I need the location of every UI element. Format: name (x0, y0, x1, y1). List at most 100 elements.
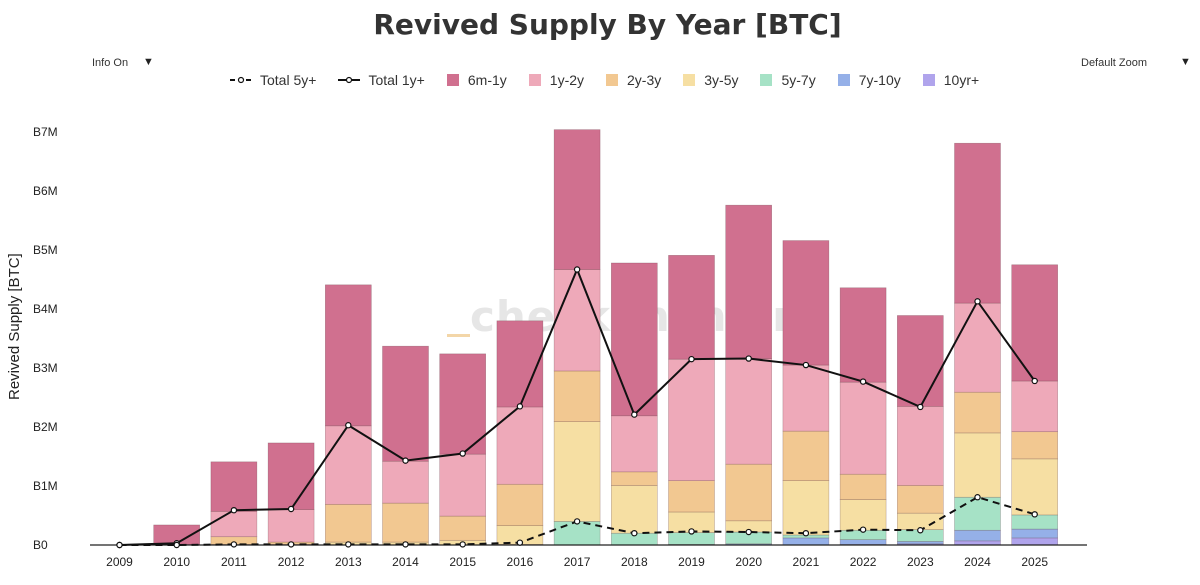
point-total-1y-2016[interactable] (516, 403, 524, 410)
point-total-1y-2024[interactable] (974, 298, 981, 305)
point-total-5y-2024[interactable] (974, 494, 981, 501)
bar-2y-3y-2016[interactable] (496, 483, 544, 526)
bar-6m-1y-2017[interactable] (553, 129, 601, 270)
bar-2y-3y-2014[interactable] (382, 502, 429, 543)
bar-3y-5y-2018[interactable] (610, 485, 658, 534)
bar-1y-2y-2024[interactable] (954, 302, 1001, 393)
bar-1y-2y-2022[interactable] (839, 381, 887, 475)
bar-2y-3y-2025[interactable] (1011, 431, 1059, 460)
point-total-1y-2023[interactable] (917, 403, 924, 411)
bar-2y-3y-2021[interactable] (782, 430, 830, 481)
point-total-1y-2014[interactable] (402, 457, 409, 464)
legend-item-total-5y[interactable]: Total 5y+ (230, 72, 316, 88)
bar-1y-2y-2019[interactable] (668, 358, 715, 481)
point-total-1y-2021[interactable] (802, 361, 810, 369)
bar-1y-2y-2011[interactable] (210, 511, 258, 538)
point-total-5y-2016[interactable] (516, 539, 524, 546)
point-total-5y-2020[interactable] (745, 528, 752, 536)
bar-2y-3y-2020[interactable] (725, 463, 773, 522)
point-total-5y-2025[interactable] (1031, 511, 1038, 518)
bar-1y-2y-2015[interactable] (439, 453, 487, 517)
bar-7y-10y-2024[interactable] (954, 529, 1001, 542)
legend-item-10yr[interactable]: 10yr+ (922, 72, 979, 88)
bar-3y-5y-2025[interactable] (1011, 458, 1059, 516)
point-total-5y-2017[interactable] (573, 518, 581, 525)
point-total-5y-2012[interactable] (287, 541, 295, 548)
bar-1y-2y-2021[interactable] (782, 364, 830, 432)
bar-2y-3y-2019[interactable] (668, 480, 715, 513)
legend-item-6m-1y[interactable]: 6m-1y (446, 72, 507, 88)
point-total-5y-2019[interactable] (688, 528, 695, 535)
bar-2y-3y-2024[interactable] (954, 391, 1001, 434)
bar-7y-10y-2023[interactable] (896, 541, 944, 545)
bar-6m-1y-2020[interactable] (725, 204, 773, 359)
bar-1y-2y-2025[interactable] (1011, 380, 1059, 433)
point-total-5y-2023[interactable] (917, 527, 924, 534)
bar-5y-7y-2017[interactable] (553, 521, 601, 546)
bar-1y-2y-2016[interactable] (496, 406, 544, 485)
bar-2y-3y-2022[interactable] (839, 473, 887, 500)
bar-1y-2y-2012[interactable] (267, 509, 315, 543)
bar-2y-3y-2015[interactable] (439, 515, 487, 541)
point-total-5y-2011[interactable] (230, 541, 238, 548)
point-total-1y-2015[interactable] (459, 450, 466, 457)
point-total-5y-2021[interactable] (802, 530, 810, 537)
point-total-5y-2009[interactable] (116, 541, 123, 549)
bar-10yr-2025[interactable] (1011, 537, 1059, 546)
bar-3y-5y-2017[interactable] (553, 421, 601, 522)
point-total-1y-2013[interactable] (345, 422, 352, 429)
bar-3y-5y-2021[interactable] (782, 480, 830, 536)
point-total-5y-2010[interactable] (173, 541, 180, 549)
bar-1y-2y-2020[interactable] (725, 358, 773, 465)
bar-10yr-2024[interactable] (954, 540, 1001, 546)
bar-6m-1y-2024[interactable] (954, 142, 1001, 304)
bar-3y-5y-2022[interactable] (839, 499, 887, 531)
point-total-5y-2015[interactable] (459, 541, 466, 548)
legend-item-7y-10y[interactable]: 7y-10y (837, 72, 901, 88)
point-total-5y-2013[interactable] (345, 541, 352, 548)
point-total-1y-2022[interactable] (859, 378, 867, 385)
bar-2y-3y-2017[interactable] (553, 370, 601, 422)
bar-7y-10y-2021[interactable] (782, 537, 830, 546)
bar-6m-1y-2014[interactable] (382, 345, 429, 462)
bar-2y-3y-2018[interactable] (610, 471, 658, 486)
bar-6m-1y-2025[interactable] (1011, 264, 1059, 382)
point-total-1y-2020[interactable] (745, 355, 752, 362)
legend-item-total-1y[interactable]: Total 1y+ (338, 72, 425, 88)
point-total-1y-2025[interactable] (1031, 377, 1038, 385)
point-total-1y-2017[interactable] (573, 266, 581, 273)
bar-1y-2y-2014[interactable] (382, 460, 429, 504)
bar-7y-10y-2025[interactable] (1011, 528, 1059, 539)
bar-7y-10y-2022[interactable] (839, 539, 887, 545)
bar-6m-1y-2023[interactable] (896, 315, 944, 407)
bar-1y-2y-2017[interactable] (553, 269, 601, 372)
bar-6m-1y-2011[interactable] (210, 461, 258, 512)
legend-item-5y-7y[interactable]: 5y-7y (760, 72, 816, 88)
bar-6m-1y-2015[interactable] (439, 353, 487, 455)
point-total-5y-2018[interactable] (631, 530, 638, 537)
point-total-1y-2011[interactable] (230, 506, 238, 514)
point-total-1y-2019[interactable] (688, 355, 695, 363)
legend-item-2y-3y[interactable]: 2y-3y (606, 72, 661, 88)
bar-3y-5y-2024[interactable] (954, 432, 1001, 498)
bar-6m-1y-2013[interactable] (324, 284, 372, 427)
info-toggle-dropdown[interactable]: Info On ▼ (92, 56, 158, 69)
bar-1y-2y-2013[interactable] (324, 425, 372, 505)
legend-item-1y-2y[interactable]: 1y-2y (528, 72, 584, 88)
bar-1y-2y-2023[interactable] (896, 406, 944, 486)
legend-item-3y-5y[interactable]: 3y-5y (683, 72, 738, 88)
bar-6m-1y-2019[interactable] (668, 255, 715, 360)
point-total-5y-2022[interactable] (859, 526, 867, 533)
bar-6m-1y-2021[interactable] (782, 240, 830, 366)
point-total-1y-2012[interactable] (287, 505, 295, 513)
bar-2y-3y-2023[interactable] (896, 485, 944, 514)
zoom-dropdown[interactable]: Default Zoom ▼ (1081, 56, 1193, 69)
point-total-5y-2014[interactable] (402, 541, 409, 548)
point-total-1y-2018[interactable] (631, 411, 638, 418)
bar-2y-3y-2013[interactable] (324, 503, 372, 543)
bar-6m-1y-2018[interactable] (610, 262, 658, 417)
bar-1y-2y-2018[interactable] (610, 415, 658, 473)
bar-6m-1y-2016[interactable] (496, 320, 544, 408)
bar-6m-1y-2012[interactable] (267, 442, 315, 510)
bar-6m-1y-2022[interactable] (839, 287, 887, 383)
